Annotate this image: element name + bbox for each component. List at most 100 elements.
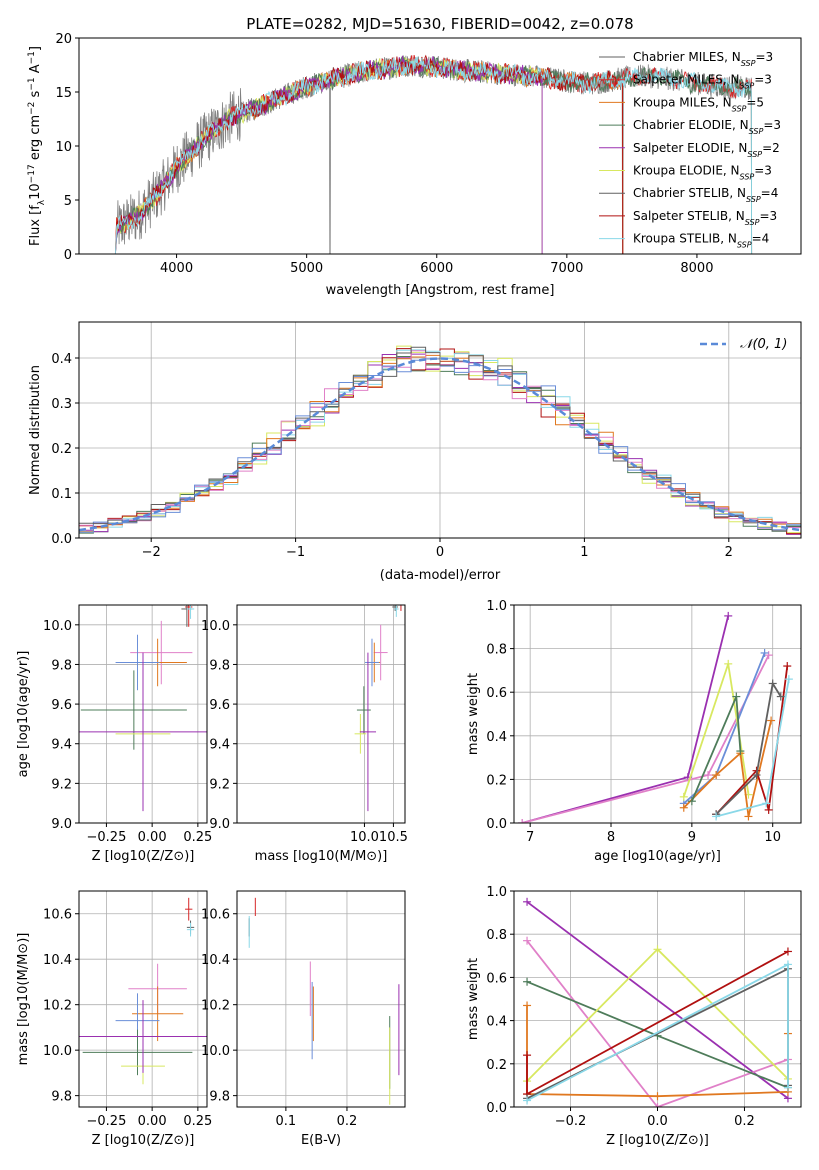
ylabel-part: −1 [27, 51, 37, 64]
errorbar-point [373, 624, 388, 681]
x-axis-label: Z [log10(Z/Z⊙)] [92, 1133, 195, 1148]
y-tick-label: 10.0 [43, 1044, 72, 1059]
ylabel-part: ] [28, 46, 43, 51]
histogram-panel: −2 −1 0 1 2 0.0 0.1 0.2 0.3 0.4 (data-model)/erro… [28, 321, 802, 583]
spectrum-panel: PLATE=0282, MJD=51630, FIBERID=0042, z=0… [27, 15, 802, 298]
y-tick-label: 10.2 [201, 999, 230, 1014]
legend-label-n: =4 [761, 186, 779, 200]
legend-label-main: Kroupa STELIB, N [633, 232, 737, 246]
histogram-step-chabrier_stelib [79, 346, 801, 535]
x-tick-label: 1 [580, 545, 588, 560]
y-tick-label: 0.4 [486, 1015, 507, 1030]
gaussian-curve [79, 357, 801, 532]
x-tick-label: 9 [688, 830, 696, 845]
weight-line [526, 901, 789, 1100]
legend-label-n: =2 [762, 141, 780, 155]
x-tick-label: 7 [526, 830, 534, 845]
y-tick-label: 10.6 [201, 908, 230, 923]
weight-vs-metallicity-panel: −0.2 0.0 0.2 0.0 0.2 0.4 0.6 0.8 1.0 Z [log10(Z/Z… [466, 885, 802, 1148]
errorbar-point [365, 638, 379, 687]
legend-label: Chabrier ELODIE, NSSP=3 [633, 118, 781, 136]
y-tick-label: 10.4 [43, 953, 72, 968]
ylabel-part: −1 [27, 77, 37, 90]
legend-label-sub: SSP [746, 195, 761, 204]
y-tick-label: 10.0 [201, 619, 230, 634]
errorbar-point [398, 605, 404, 611]
histogram-legend: 𝒩(0, 1) [700, 337, 787, 352]
errorbar-point [185, 897, 193, 921]
y-axis-label: mass weight [466, 958, 481, 1040]
x-axis-label: age [log10(age/yr)] [594, 849, 721, 864]
x-axis-label: Z [log10(Z/Z⊙)] [606, 1133, 709, 1148]
ylabel-part: −17 [27, 164, 37, 183]
legend-label: Salpeter STELIB, NSSP=3 [633, 209, 777, 227]
spectrum-lines [114, 54, 753, 254]
weight-vs-age-panel: 7 8 9 10 0.0 0.2 0.4 0.6 0.8 1.0 age [log10(age/yr… [466, 599, 802, 864]
x-tick-label: 0.2 [734, 1114, 755, 1129]
y-tick-label: 1.0 [486, 599, 507, 614]
mass-vs-ebv-panel: 0.1 0.2 9.8 10.0 10.2 10.4 10.6 E(B-V) [201, 890, 406, 1148]
x-tick-label: −0.25 [87, 1114, 127, 1129]
x-tick-label: 0 [436, 545, 444, 560]
legend-label: Kroupa ELODIE, NSSP=3 [633, 164, 772, 182]
legend-label: Kroupa MILES, NSSP=5 [633, 95, 764, 113]
x-tick-label: −0.2 [555, 1114, 587, 1129]
y-tick-label: 0.2 [486, 773, 507, 788]
y-tick-label: 9.8 [209, 1090, 230, 1105]
errorbar-point [115, 634, 160, 691]
y-tick-label: 0.0 [486, 817, 507, 832]
x-tick-label: 10.0 [350, 830, 379, 845]
x-tick-label: 2 [725, 545, 733, 560]
y-tick-label: 9.0 [209, 817, 230, 832]
model-line-kroupa_stelib [114, 56, 753, 254]
y-tick-label: 9.8 [51, 1090, 72, 1105]
legend-label-n: =3 [754, 73, 772, 87]
y-axis-label: mass weight [466, 673, 481, 755]
errorbar-point [79, 652, 207, 812]
y-tick-label: 9.4 [209, 738, 230, 753]
legend-label-n: =5 [746, 95, 764, 109]
x-tick-label: 10 [764, 830, 781, 845]
y-axis-label: mass [log10(M/M⊙)] [16, 933, 31, 1066]
y-tick-label: 0.3 [51, 397, 72, 412]
ylabel-part: erg cm [28, 115, 43, 164]
y-tick-label: 0.8 [486, 928, 507, 943]
legend-label-sub: SSP [747, 149, 762, 158]
x-tick-label: 0.00 [138, 1114, 167, 1129]
legend-label-main: Salpeter MILES, N [633, 73, 740, 87]
legend-label-n: =3 [755, 50, 773, 64]
axes-frame [236, 890, 406, 1108]
y-tick-label: 10.6 [43, 908, 72, 923]
y-tick-label: 0.6 [486, 686, 507, 701]
ylabel-part: 10 [28, 183, 43, 200]
y-tick-label: 0 [64, 248, 72, 263]
x-tick-label: 0.0 [647, 1114, 668, 1129]
x-tick-label: 4000 [160, 261, 193, 276]
spectrum-ticks: 4000 5000 6000 7000 8000 0 5 10 15 20 [55, 32, 713, 276]
gaussian-legend-label: 𝒩(0, 1) [740, 337, 787, 352]
y-axis-label: age [log10(age/yr)] [16, 651, 31, 778]
errorbar-point [359, 652, 377, 812]
histogram-xlabel: (data-model)/error [380, 568, 501, 583]
legend-label-n: =3 [754, 164, 772, 178]
x-tick-label: 5000 [290, 261, 323, 276]
legend-label: Kroupa STELIB, NSSP=4 [633, 232, 769, 250]
y-tick-label: 10.0 [201, 1044, 230, 1059]
y-tick-label: 10 [55, 140, 72, 155]
histogram-plot [79, 322, 801, 539]
y-tick-label: 0.0 [486, 1101, 507, 1116]
ylabel-part: −2 [27, 102, 37, 115]
x-tick-label: 8000 [680, 261, 713, 276]
axes-frame [78, 890, 208, 1108]
y-tick-label: 20 [55, 32, 72, 47]
y-tick-label: 9.6 [51, 698, 72, 713]
y-tick-label: 10.0 [43, 619, 72, 634]
legend-label-n: =3 [763, 118, 781, 132]
panel-marks [523, 897, 792, 1107]
y-tick-label: 0.4 [51, 352, 72, 367]
ylabel-part: λ [37, 199, 47, 205]
x-axis-label: mass [log10(M/M⊙)] [255, 849, 388, 864]
x-tick-label: 0.2 [337, 1114, 358, 1129]
x-tick-label: −1 [286, 545, 305, 560]
y-tick-label: 9.8 [51, 658, 72, 673]
